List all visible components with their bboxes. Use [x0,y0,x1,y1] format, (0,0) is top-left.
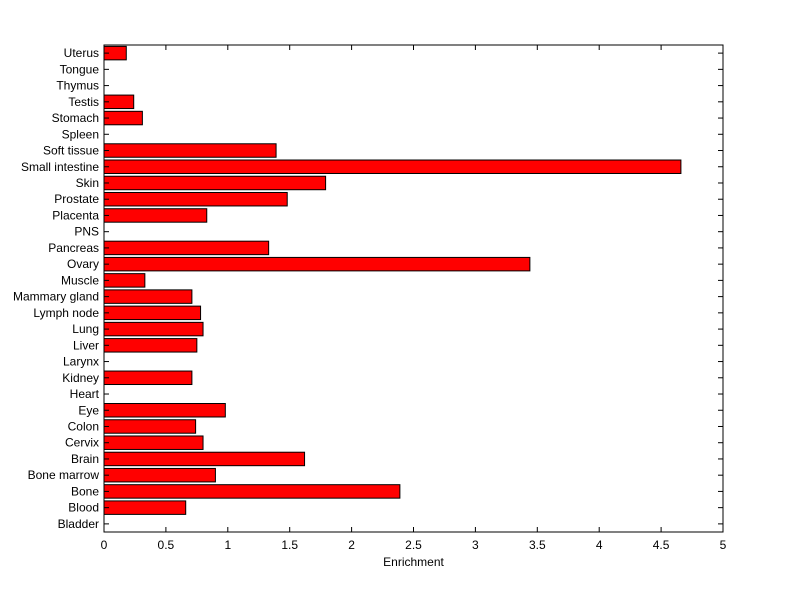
bar-cervix [103,435,204,450]
y-tick-label-eye: Eye [78,403,99,417]
bar-colon [103,419,197,434]
x-tick-label: 3 [472,538,479,552]
x-tick-label: 1 [224,538,231,552]
y-tick-label-skin: Skin [76,176,99,190]
bar-prostate [103,191,288,207]
bar-lung [103,321,204,337]
y-tick-label-uterus: Uterus [64,46,99,60]
x-tick-label: 2 [348,538,355,552]
ticks-layer [103,45,724,532]
y-tick-label-lung: Lung [72,322,99,336]
y-tick-label-prostate: Prostate [54,192,99,206]
bar-skin [103,175,327,191]
y-tick-label-lymph-node: Lymph node [33,306,99,320]
x-tick-label: 1.5 [281,538,298,552]
bar-soft-tissue [103,143,277,158]
y-tick-label-ovary: Ovary [67,257,99,271]
bars-layer [103,45,682,515]
x-tick-label: 3.5 [529,538,546,552]
x-tick-label: 4 [596,538,603,552]
labels-layer: Uterus Tongue Thymus Testis Stomach Spleen Sof… [13,46,727,552]
bar-eye [103,403,226,418]
bar-liver [103,338,198,353]
bar-mammary-gland [103,289,193,304]
bar-placenta [103,208,208,223]
bar-muscle [103,273,146,288]
y-tick-label-soft-tissue: Soft tissue [43,144,99,158]
bar-stomach [103,110,143,126]
y-tick-label-placenta: Placenta [52,208,99,222]
y-tick-label-brain: Brain [71,452,99,466]
x-tick-label: 2.5 [405,538,422,552]
x-axis-label: Enrichment [383,555,444,569]
plot-area-frame [103,44,724,533]
y-tick-label-mammary-gland: Mammary gland [13,290,99,304]
y-tick-label-thymus: Thymus [56,79,99,93]
bar-lymph-node [103,305,202,321]
bar-small-intestine [103,159,682,174]
bar-bone [103,484,401,499]
y-tick-label-colon: Colon [68,419,99,433]
bar-brain [103,451,306,467]
y-tick-label-small-intestine: Small intestine [21,160,99,174]
y-tick-label-stomach: Stomach [52,111,99,125]
y-tick-label-heart: Heart [70,387,100,401]
y-tick-label-kidney: Kidney [62,371,99,385]
y-tick-label-bladder: Bladder [58,517,99,531]
y-tick-label-tongue: Tongue [60,62,100,76]
y-tick-label-pns: PNS [74,225,99,239]
y-tick-label-liver: Liver [73,338,99,352]
x-tick-label: 0.5 [158,538,175,552]
bar-kidney [103,370,193,386]
bar-ovary [103,256,531,272]
x-tick-label: 5 [720,538,727,552]
bar-pancreas [103,240,270,256]
y-tick-label-cervix: Cervix [65,436,99,450]
bar-bone-marrow [103,467,216,483]
y-tick-label-spleen: Spleen [62,127,99,141]
y-tick-label-bone: Bone [71,484,99,498]
bar-blood [103,500,187,515]
x-tick-label: 4.5 [653,538,670,552]
y-tick-label-blood: Blood [68,501,99,515]
y-tick-label-larynx: Larynx [63,355,99,369]
x-tick-label: 0 [101,538,108,552]
y-tick-label-testis: Testis [68,95,99,109]
y-tick-label-pancreas: Pancreas [48,241,99,255]
y-tick-label-muscle: Muscle [61,273,99,287]
y-tick-label-bone-marrow: Bone marrow [28,468,100,482]
